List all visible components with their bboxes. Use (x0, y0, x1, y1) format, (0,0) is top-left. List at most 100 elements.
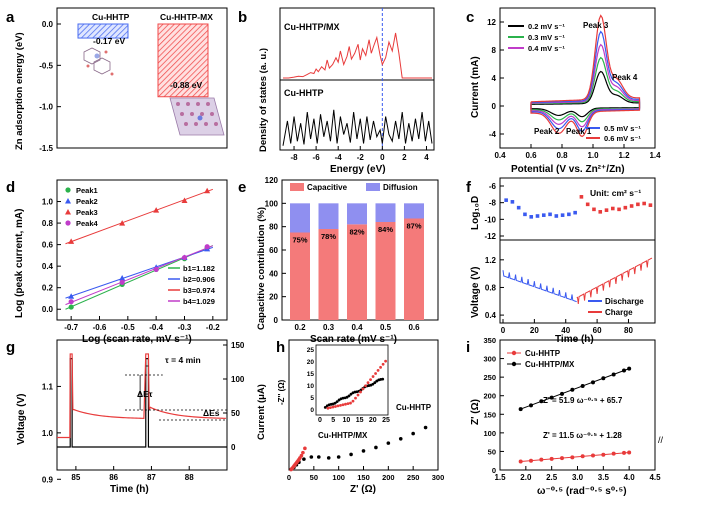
xtick-label-g-1: 86 (109, 473, 118, 482)
inset-point-red-1 (329, 406, 332, 410)
annotation-peak2: Peak 2 (534, 127, 560, 136)
point-d-2-0 (68, 238, 75, 244)
axis-ylabel-d: Log (peak current, mA) (14, 209, 25, 318)
inset-point-red-4 (336, 404, 340, 408)
axis-e: 0 20 40 60 80 100 120 0.2 0.3 0.4 0.5 0.6 (265, 176, 420, 332)
xtick-label-h-5: 250 (407, 473, 420, 482)
axis-xlabel-c: Potential (V vs. Zn²⁺/Zn) (511, 164, 625, 175)
ytick-label-c-4: 12 (487, 18, 496, 27)
warburg-point-0-6 (580, 454, 585, 459)
bar-a-cu-hhtp-mx (157, 23, 209, 98)
ytick-label-f-bot-2: 0.4 (485, 311, 497, 320)
ytick-label-i-0: 0 (492, 466, 496, 475)
inset-xtick-label-4: 20 (369, 417, 377, 424)
series-label-b-1: Cu-HHTP (284, 88, 324, 98)
axis-ylabel-f-bottom: Voltage (V) (470, 267, 481, 318)
plot-frame-d (56, 179, 228, 321)
nyquist-point-1-10 (299, 453, 304, 458)
category-label-a-0: Cu-HHTP (92, 12, 130, 22)
ytick-label-d-4: 0.8 (42, 219, 54, 228)
inset-point-red-20 (376, 369, 380, 372)
bar-capacitive-0 (290, 232, 310, 320)
dos-line-cu-hhtp-mx (283, 32, 432, 79)
nyquist-point-0-7 (326, 456, 331, 460)
xtick-label-b-3: -2 (357, 153, 365, 162)
axis-ylabel-e: Capacitive contribution (%) (256, 207, 267, 330)
panel-b: b Cu-HHTP/MX Cu-HHTP -8 -6 -4 -2 0 2 4 Energy … (238, 7, 435, 175)
axis-c: 0.4 0.6 0.8 1.0 1.2 1.4 -4 0 4 8 12 (487, 18, 661, 160)
ytick-label-f-top-1: -8 (489, 199, 497, 208)
ytick-label-g-right-3: 150 (231, 341, 245, 350)
axis-break-mark: // (658, 435, 664, 445)
axis-d: -0.7 -0.6 -0.5 -0.4 -0.3 -0.2 0.0 0.2 0.4 0.6 0.8 1… (42, 198, 220, 332)
bar-value-label-e-1: 78% (321, 232, 336, 241)
xtick-label-d-1: -0.6 (93, 323, 107, 332)
ytick-label-i-6: 300 (483, 355, 496, 364)
logd-charge-point-9 (636, 202, 640, 207)
legend-label-c-4: 0.6 mV s⁻¹ (604, 134, 641, 143)
scatter-d (65, 187, 214, 310)
fit-labels-d: b1=1.182 b2=0.906 b3=0.974 b4=1.029 (168, 264, 216, 306)
inset-point-black-5 (333, 401, 337, 405)
xtick-label-e-4: 0.6 (408, 323, 420, 332)
legend-label-c-0: 0.2 mV s⁻¹ (528, 22, 565, 31)
fit-line-d-3 (65, 245, 214, 306)
ytick-label-i-7: 350 (483, 336, 496, 345)
fit-label-i-1: Z' = 11.5 ω⁻⁰·⁵ + 1.28 (543, 431, 622, 440)
legend-label-d-3: Peak4 (76, 219, 99, 228)
series-label-h-0: Cu-HHTP (396, 403, 432, 412)
fit-line-i-0 (520, 452, 630, 462)
bar-value-label-a-1: -0.88 eV (170, 80, 202, 90)
xtick-label-i-2: 2.5 (546, 473, 558, 482)
inset-point-red-15 (364, 384, 367, 388)
nyquist-point-0-11 (374, 445, 378, 450)
logd-discharge-point-9 (560, 213, 565, 217)
panel-letter-h: h (276, 339, 285, 356)
ytick-label-g-right-2: 100 (231, 375, 245, 384)
axis-ylabel-f-top: Log₁₀D (470, 196, 481, 230)
legend-label-e-0: Capacitive (307, 183, 348, 192)
inset-xtick-label-2: 10 (343, 417, 351, 424)
bar-diffusion-0 (290, 203, 310, 233)
panel-letter-b: b (238, 9, 247, 26)
legend-i: Cu-HHTP Cu-HHTP/MX (507, 349, 575, 369)
nyquist-point-1-11 (301, 450, 305, 455)
panel-letter-a: a (6, 9, 15, 26)
legend-label-c-3: 0.5 mV s⁻¹ (604, 124, 641, 133)
xtick-label-c-4: 1.2 (618, 151, 630, 160)
panel-c: c 0.2 mV s⁻¹ 0.3 mV s⁻¹ 0.4 mV s⁻¹ 0.5 mV … (466, 7, 661, 175)
annotation-peak4: Peak 4 (612, 73, 638, 82)
warburg-point-0-1 (529, 458, 533, 463)
axis-xlabel-g: Time (h) (110, 484, 149, 495)
ytick-label-e-1: 20 (269, 293, 278, 302)
inset-point-red-16 (366, 381, 370, 385)
plot-frame-b (279, 7, 435, 151)
ytick-label-d-0: 0.0 (42, 305, 54, 314)
logd-charge-point-6 (617, 207, 621, 212)
inset-point-black-29 (381, 377, 385, 381)
xtick-label-f-3: 60 (593, 326, 602, 335)
bar-value-label-e-3: 84% (378, 225, 393, 234)
inset-point-red-6 (341, 403, 345, 407)
bar-value-label-e-4: 87% (406, 222, 421, 231)
unit-label-f: Unit: cm² s⁻¹ (590, 188, 641, 198)
axis-ylabel-b: Density of states (a. u.) (258, 48, 269, 152)
bar-diffusion-3 (375, 203, 396, 222)
legend-label-f-1: Charge (605, 308, 633, 317)
warburg-point-0-5 (570, 455, 575, 460)
inset-point-black-25 (373, 381, 377, 385)
axis-h: 0 50 100 150 200 250 300 (287, 466, 444, 482)
logd-charge-point-2 (592, 207, 596, 212)
xtick-label-c-5: 1.4 (649, 151, 661, 160)
logd-charge-point-0 (579, 195, 584, 199)
xtick-label-f-2: 40 (561, 326, 570, 335)
plot-frame-i (499, 339, 656, 471)
annotation-peak3: Peak 3 (583, 21, 609, 30)
cv-curve-4 (530, 14, 641, 138)
panel-letter-e: e (238, 179, 246, 196)
logd-points (504, 195, 653, 219)
ytick-label-g-1: 1.0 (42, 429, 54, 438)
legend-label-i-1: Cu-HHTP/MX (525, 360, 575, 369)
xtick-label-b-0: -8 (290, 153, 298, 162)
